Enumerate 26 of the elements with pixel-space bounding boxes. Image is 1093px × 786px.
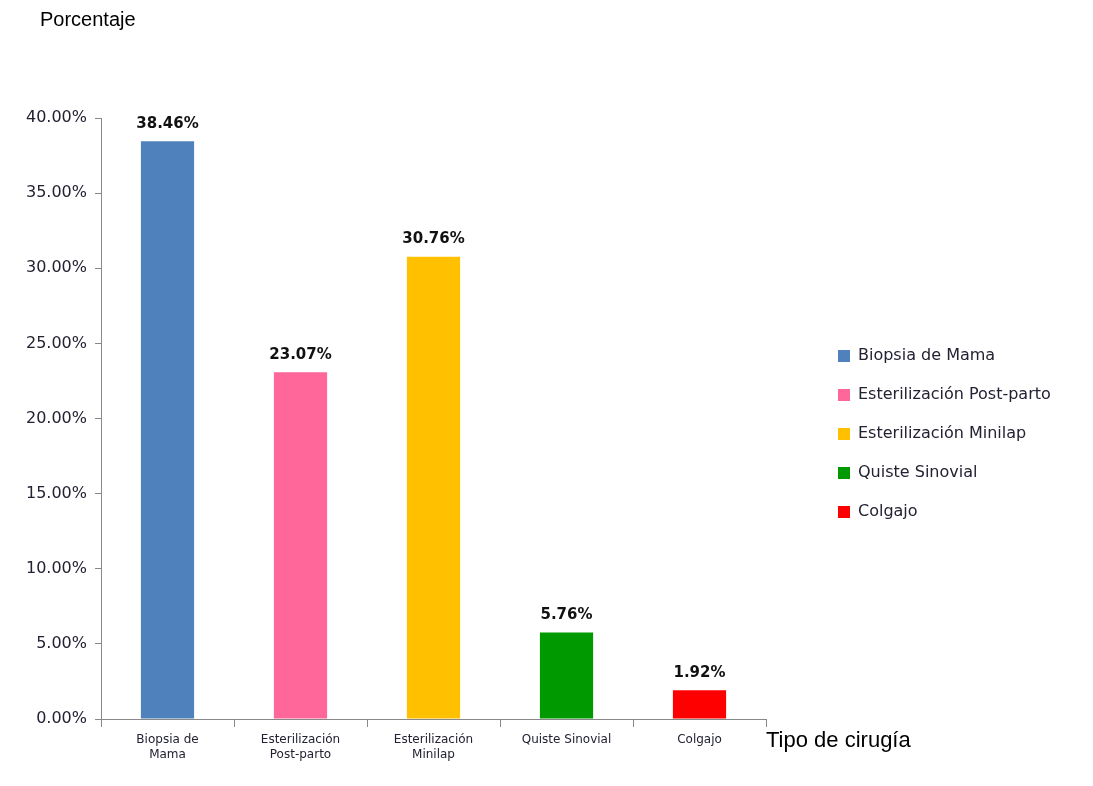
y-axis-title: Porcentaje bbox=[40, 7, 136, 30]
data-label: 23.07% bbox=[269, 344, 332, 363]
y-tick-label: 40.00% bbox=[25, 107, 87, 127]
data-label: 5.76% bbox=[540, 604, 593, 623]
x-tick-label: Esterilización Minilap bbox=[393, 732, 474, 761]
x-tick-label: Esterilización Post-parto bbox=[260, 732, 341, 761]
y-tick-label: 0.00% bbox=[36, 708, 87, 728]
data-label: 1.92% bbox=[673, 662, 726, 681]
y-tick-label: 10.00% bbox=[25, 557, 87, 577]
x-tick-label: Colgajo bbox=[677, 732, 722, 747]
x-tick-label: Quiste Sinovial bbox=[521, 732, 612, 747]
x-tick-label: Biopsia de Mama bbox=[136, 732, 199, 761]
legend-label: Esterilización Minilap bbox=[858, 423, 1027, 443]
y-tick-label: 35.00% bbox=[25, 182, 87, 202]
x-axis-title: Tipo de cirugía bbox=[766, 727, 912, 753]
y-tick-label: 25.00% bbox=[25, 332, 87, 352]
y-tick-label: 30.00% bbox=[25, 257, 87, 277]
legend-label: Biopsia de Mama bbox=[858, 345, 996, 365]
y-tick-label: 20.00% bbox=[25, 407, 87, 427]
y-tick-label: 5.00% bbox=[36, 633, 87, 653]
y-tick-label: 15.00% bbox=[25, 482, 87, 502]
data-label: 30.76% bbox=[402, 229, 465, 248]
legend-label: Esterilización Post-parto bbox=[858, 384, 1051, 404]
data-label: 38.46% bbox=[136, 113, 199, 132]
legend-label: Colgajo bbox=[858, 501, 918, 521]
legend-label: Quiste Sinovial bbox=[858, 462, 978, 482]
